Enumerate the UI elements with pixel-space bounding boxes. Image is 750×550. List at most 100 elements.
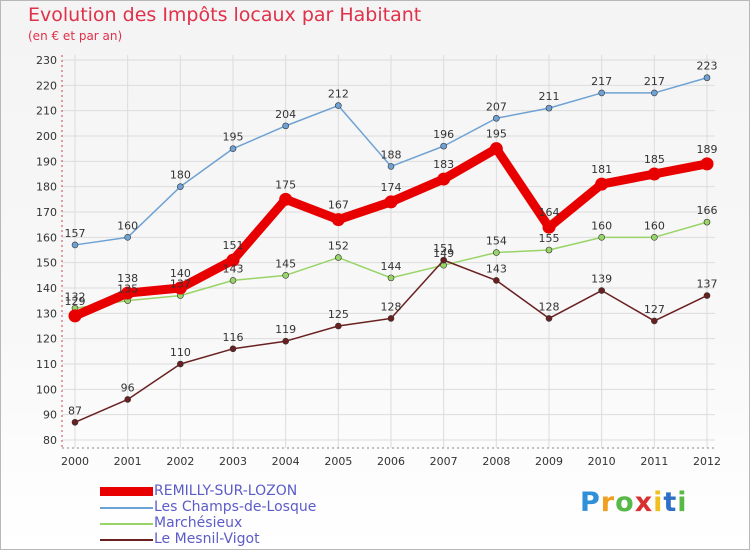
x-tick-label: 2007 [430,455,458,468]
data-label: 137 [697,278,718,291]
data-label: 160 [591,219,612,232]
data-label: 207 [486,100,507,113]
x-tick-label: 2005 [324,455,352,468]
data-label: 174 [381,181,402,194]
x-tick-label: 2003 [219,455,247,468]
data-point [384,195,398,209]
data-point [703,292,711,299]
data-label: 185 [644,153,665,166]
logo-letter: x [634,487,654,518]
y-tick-label: 80 [43,434,57,447]
data-label: 143 [223,262,244,275]
data-label: 166 [697,204,718,217]
data-point [279,192,293,206]
data-point [124,234,131,241]
logo-letter: i [653,487,664,518]
data-point [440,142,447,150]
data-point [595,177,609,191]
data-point [124,396,131,403]
data-label: 128 [381,300,402,313]
x-tick-label: 2011 [640,455,668,468]
y-tick-label: 100 [36,383,57,396]
data-point [71,241,79,249]
y-tick-label: 220 [36,79,57,92]
data-label: 204 [275,108,296,121]
y-tick-label: 110 [36,358,57,371]
data-label: 140 [170,267,191,280]
data-label: 116 [223,331,244,344]
data-point [440,256,447,264]
data-point [545,104,553,112]
legend-label: Le Mesnil-Vigot [154,531,260,547]
chart-title: Evolution des Impôts locaux par Habitant [28,4,422,26]
data-point [335,102,342,109]
data-label: 160 [117,219,138,232]
data-point [493,277,500,284]
data-label: 154 [486,235,507,248]
data-label: 164 [539,206,560,219]
x-tick-label: 2001 [114,455,142,468]
x-tick-label: 2009 [535,455,563,468]
data-point [703,218,711,226]
data-label: 125 [328,308,349,321]
data-label: 175 [275,178,296,191]
data-label: 183 [433,158,454,171]
data-point [173,281,187,295]
data-label: 110 [170,346,191,359]
data-point [437,172,451,186]
x-tick-label: 2008 [482,455,510,468]
y-tick-label: 210 [36,105,57,118]
logo-letter: t [663,487,678,518]
legend-swatch [100,523,153,525]
data-label: 132 [65,290,86,303]
x-tick-label: 2012 [693,455,721,468]
data-point [651,234,658,241]
data-point [598,234,605,241]
data-point [282,337,289,345]
data-label: 211 [539,90,560,103]
axes: 80 90 100 110 120 130 140 150 160 170 180 190 200 210… [36,54,721,468]
data-label: 151 [223,239,244,252]
data-label: 152 [328,240,349,253]
data-point [542,220,556,234]
data-point [700,157,714,171]
data-point [229,277,237,284]
data-label: 181 [591,163,612,176]
proxiti-logo: Proxiti [580,487,688,518]
data-label: 188 [381,148,402,161]
data-point [335,254,342,261]
data-point [335,322,342,330]
y-tick-label: 230 [36,54,57,67]
data-label: 119 [275,323,296,336]
data-label: 135 [117,283,138,296]
legend-label: REMILLY-SUR-LOZON [154,483,298,499]
data-label: 167 [328,199,349,212]
legend-swatch [100,539,153,541]
data-label: 195 [486,128,507,141]
data-label: 196 [433,128,454,141]
data-point [647,167,661,181]
x-tick-label: 2002 [166,455,194,468]
data-label: 212 [328,88,349,101]
data-label: 128 [539,300,560,313]
y-tick-label: 90 [43,409,57,422]
data-label: 217 [591,75,612,88]
x-tick-label: 2010 [588,455,616,468]
data-label: 129 [65,295,86,308]
data-label: 144 [381,260,402,273]
data-point [489,142,503,156]
legend-label: Marchésieux [154,515,243,531]
legend-label: Les Champs-de-Losque [154,499,317,515]
y-tick-label: 150 [36,257,57,270]
data-point [545,246,553,254]
data-label: 195 [223,131,244,144]
data-point [229,345,237,353]
data-point [651,89,658,97]
y-tick-label: 140 [36,282,57,295]
logo-letter: i [677,487,688,518]
x-tick-label: 2000 [61,455,89,468]
data-point [121,286,135,300]
data-label: 155 [539,232,560,245]
data-point [226,253,240,267]
